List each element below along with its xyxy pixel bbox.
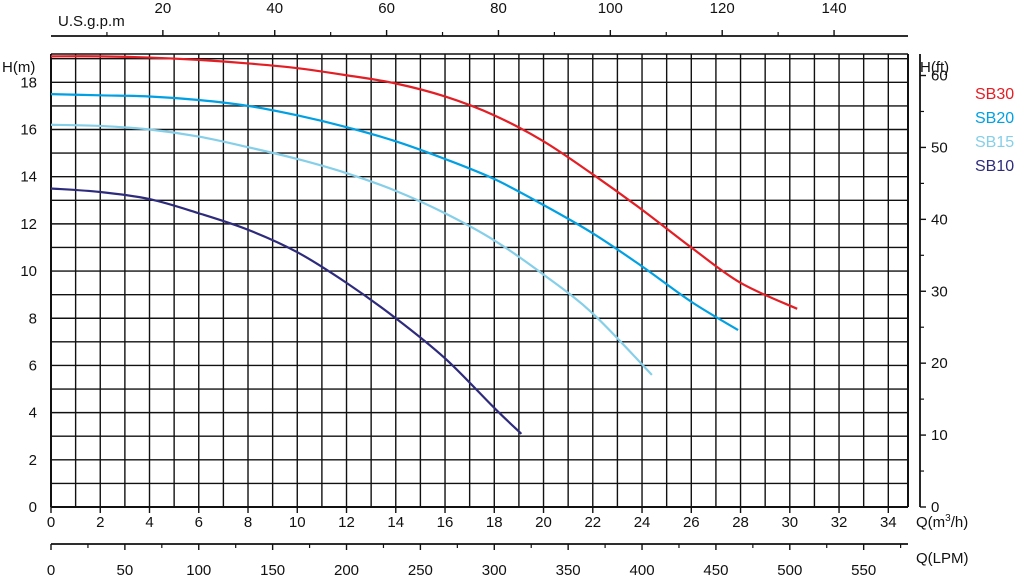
curve-sb20 — [50, 93, 739, 331]
x-tick-label: 12 — [338, 514, 355, 531]
lpm-tick-label: 0 — [47, 562, 55, 579]
x-tick-label: 24 — [634, 514, 651, 531]
legend: SB30 SB20 SB15 SB10 — [975, 86, 1014, 175]
y2-tick-label: 40 — [931, 211, 948, 228]
legend-item-sb30: SB30 — [975, 86, 1014, 103]
x-axis-title-superscript: 3 — [945, 513, 951, 524]
x-tick-label: 26 — [683, 514, 700, 531]
plot-frame — [50, 35, 921, 545]
x-tick-label: 20 — [535, 514, 552, 531]
x-tick-label: 18 — [486, 514, 503, 531]
y-tick-label: 14 — [20, 169, 37, 186]
y2-tick-label: 60 — [931, 68, 948, 85]
gpm-tick-label: 40 — [266, 0, 283, 17]
lpm-tick-label: 500 — [777, 562, 802, 579]
curve-sb15 — [50, 123, 653, 376]
gpm-tick-label: 60 — [378, 0, 395, 17]
x-axis-title-suffix: /h) — [951, 514, 969, 531]
x-tick-label: 34 — [880, 514, 897, 531]
axis-ticks: 0 2 4 6 8 10 12 14 16 18 20 22 24 26 28 30 32 34024681012… — [20, 0, 947, 579]
grid-lines — [51, 54, 908, 507]
y2-tick-label: 20 — [931, 355, 948, 372]
curve-sb30 — [50, 55, 798, 310]
y2-tick-label: 0 — [931, 499, 939, 516]
x-tick-label: 6 — [195, 514, 203, 531]
x-tick-label: 4 — [145, 514, 153, 531]
y2-tick-label: 10 — [931, 427, 948, 444]
y-tick-label: 0 — [29, 499, 37, 516]
lpm-tick-label: 50 — [117, 562, 134, 579]
x-axis-title: Q(m3/h) — [916, 513, 968, 531]
gpm-tick-label: 100 — [598, 0, 623, 17]
y-tick-label: 6 — [29, 357, 37, 374]
y-tick-label: 8 — [29, 310, 37, 327]
x-tick-label: 0 — [47, 514, 55, 531]
gpm-tick-label: 140 — [822, 0, 847, 17]
lpm-tick-label: 400 — [630, 562, 655, 579]
legend-item-sb20: SB20 — [975, 110, 1014, 127]
x-tick-label: 14 — [387, 514, 404, 531]
lpm-tick-label: 100 — [186, 562, 211, 579]
gpm-tick-label: 80 — [490, 0, 507, 17]
y-tick-label: 10 — [20, 263, 37, 280]
curve-sb10 — [50, 187, 523, 435]
y-tick-label: 18 — [20, 74, 37, 91]
legend-item-sb15: SB15 — [975, 134, 1014, 151]
y2-tick-label: 50 — [931, 139, 948, 156]
y-tick-label: 2 — [29, 452, 37, 469]
gpm-tick-label: 120 — [710, 0, 735, 17]
x-tick-label: 28 — [732, 514, 749, 531]
y-tick-label: 16 — [20, 122, 37, 139]
x-tick-label: 32 — [831, 514, 848, 531]
lpm-tick-label: 250 — [408, 562, 433, 579]
lpm-tick-label: 450 — [703, 562, 728, 579]
lpm-tick-label: 200 — [334, 562, 359, 579]
lpm-tick-label: 550 — [851, 562, 876, 579]
performance-curves — [50, 55, 798, 435]
lpm-axis-title: Q(LPM) — [916, 550, 969, 567]
x-tick-label: 16 — [437, 514, 454, 531]
x-tick-label: 2 — [96, 514, 104, 531]
x-tick-label: 8 — [244, 514, 252, 531]
x-tick-label: 22 — [584, 514, 601, 531]
y2-tick-label: 30 — [931, 283, 948, 300]
y-axis-title: H(m) — [2, 59, 35, 76]
y2-axis-title: H(ft) — [920, 59, 949, 76]
y-tick-label: 4 — [29, 405, 37, 422]
top-axis-title: U.S.g.p.m — [58, 13, 125, 30]
lpm-tick-label: 150 — [260, 562, 285, 579]
legend-item-sb10: SB10 — [975, 158, 1014, 175]
lpm-tick-label: 350 — [556, 562, 581, 579]
x-tick-label: 10 — [289, 514, 306, 531]
gpm-tick-label: 20 — [155, 0, 172, 17]
lpm-tick-label: 300 — [482, 562, 507, 579]
y-tick-label: 12 — [20, 216, 37, 233]
x-tick-label: 30 — [781, 514, 798, 531]
